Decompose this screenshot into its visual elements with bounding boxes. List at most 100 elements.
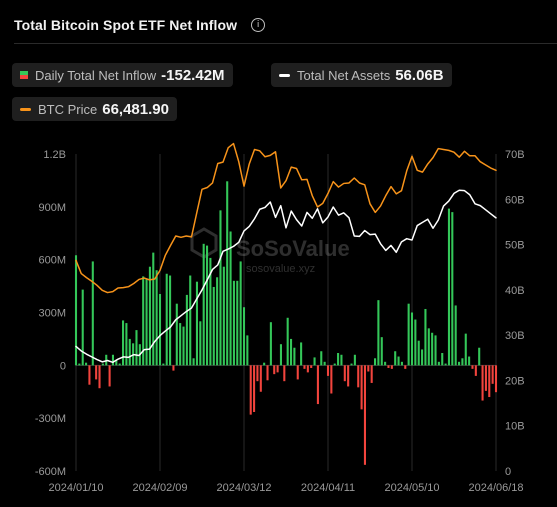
inflow-bar[interactable] xyxy=(313,357,316,366)
inflow-bar[interactable] xyxy=(98,365,101,389)
inflow-bar[interactable] xyxy=(421,349,424,366)
legend-btc-price[interactable]: BTC Price 66,481.90 xyxy=(12,97,177,121)
inflow-bar[interactable] xyxy=(236,280,239,366)
inflow-bar[interactable] xyxy=(347,365,350,387)
inflow-bar[interactable] xyxy=(468,356,471,366)
inflow-bar[interactable] xyxy=(165,273,168,366)
inflow-bar[interactable] xyxy=(78,363,81,366)
inflow-bar[interactable] xyxy=(142,276,145,366)
btc-price-line[interactable] xyxy=(75,142,497,294)
inflow-bar[interactable] xyxy=(179,323,182,366)
inflow-bar[interactable] xyxy=(417,340,420,366)
inflow-bar[interactable] xyxy=(253,365,256,412)
inflow-bar[interactable] xyxy=(155,270,158,366)
inflow-bar[interactable] xyxy=(263,362,266,366)
inflow-bar[interactable] xyxy=(115,360,118,366)
inflow-bar[interactable] xyxy=(488,365,491,398)
inflow-bar[interactable] xyxy=(451,212,454,366)
inflow-bar[interactable] xyxy=(474,365,477,376)
inflow-bar[interactable] xyxy=(464,333,467,366)
inflow-bar[interactable] xyxy=(276,365,279,373)
inflow-bar[interactable] xyxy=(266,365,269,381)
inflow-bar[interactable] xyxy=(337,353,340,366)
inflow-bar[interactable] xyxy=(340,354,343,366)
inflow-bar[interactable] xyxy=(414,319,417,366)
inflow-bar[interactable] xyxy=(360,365,363,410)
total-assets-line[interactable] xyxy=(75,189,497,364)
inflow-bar[interactable] xyxy=(135,330,138,366)
inflow-bar[interactable] xyxy=(390,365,393,369)
inflow-bar[interactable] xyxy=(192,358,195,366)
inflow-bar[interactable] xyxy=(441,353,444,366)
inflow-bar[interactable] xyxy=(189,275,192,366)
inflow-bar[interactable] xyxy=(229,231,232,366)
inflow-bar[interactable] xyxy=(374,358,377,366)
inflow-bar[interactable] xyxy=(410,312,414,366)
inflow-bar[interactable] xyxy=(269,322,272,366)
inflow-bar[interactable] xyxy=(326,365,330,376)
inflow-bar[interactable] xyxy=(404,365,407,369)
inflow-bar[interactable] xyxy=(370,365,373,383)
inflow-bar[interactable] xyxy=(202,243,205,366)
inflow-bar[interactable] xyxy=(286,317,289,366)
inflow-bar[interactable] xyxy=(256,365,259,382)
inflow-bar[interactable] xyxy=(148,266,151,366)
inflow-bar[interactable] xyxy=(185,294,188,366)
inflow-bar[interactable] xyxy=(306,365,309,373)
inflow-bar[interactable] xyxy=(152,252,155,366)
inflow-bar[interactable] xyxy=(74,255,78,366)
inflow-bar[interactable] xyxy=(118,363,121,366)
inflow-bar[interactable] xyxy=(300,342,303,366)
inflow-bar[interactable] xyxy=(222,266,225,366)
inflow-bar[interactable] xyxy=(182,326,185,366)
inflow-bar[interactable] xyxy=(350,363,353,366)
inflow-bar[interactable] xyxy=(108,365,111,387)
inflow-bar[interactable] xyxy=(377,300,380,366)
inflow-bar[interactable] xyxy=(122,320,125,366)
inflow-bar[interactable] xyxy=(333,363,336,366)
inflow-bar[interactable] xyxy=(195,281,198,366)
inflow-bar[interactable] xyxy=(447,208,450,366)
inflow-bar[interactable] xyxy=(394,351,397,366)
inflow-bar[interactable] xyxy=(283,365,286,382)
inflow-bar[interactable] xyxy=(175,303,178,366)
inflow-bar[interactable] xyxy=(320,351,323,366)
inflow-bar[interactable] xyxy=(145,279,148,366)
inflow-bar[interactable] xyxy=(471,365,474,369)
inflow-bar[interactable] xyxy=(162,363,165,366)
inflow-bar[interactable] xyxy=(384,361,387,366)
inflow-bar[interactable] xyxy=(242,307,246,366)
inflow-bar[interactable] xyxy=(219,210,222,366)
inflow-bar[interactable] xyxy=(101,363,104,366)
inflow-bar[interactable] xyxy=(363,365,366,465)
inflow-bar[interactable] xyxy=(226,181,229,366)
inflow-bar[interactable] xyxy=(199,321,202,366)
inflow-bar[interactable] xyxy=(397,356,400,366)
inflow-bar[interactable] xyxy=(434,335,437,366)
inflow-bar[interactable] xyxy=(296,365,299,380)
inflow-bar[interactable] xyxy=(458,361,461,366)
inflow-bar[interactable] xyxy=(111,354,114,366)
inflow-bar[interactable] xyxy=(206,245,209,366)
inflow-bar[interactable] xyxy=(357,365,360,388)
legend-total-assets[interactable]: Total Net Assets 56.06B xyxy=(271,63,452,87)
inflow-bar[interactable] xyxy=(400,361,403,366)
inflow-bar[interactable] xyxy=(212,286,215,366)
inflow-bar[interactable] xyxy=(330,365,333,394)
inflow-bar[interactable] xyxy=(172,365,175,371)
inflow-bar[interactable] xyxy=(249,365,252,415)
inflow-bar[interactable] xyxy=(169,275,172,366)
inflow-bar[interactable] xyxy=(293,347,296,366)
inflow-bar[interactable] xyxy=(380,337,383,366)
inflow-bar[interactable] xyxy=(481,365,484,401)
inflow-bar[interactable] xyxy=(427,328,430,366)
inflow-bar[interactable] xyxy=(316,365,319,405)
inflow-bar[interactable] xyxy=(343,365,346,382)
inflow-bar[interactable] xyxy=(491,365,494,384)
inflow-bar[interactable] xyxy=(273,365,276,375)
inflow-bar[interactable] xyxy=(91,261,94,366)
inflow-bar[interactable] xyxy=(290,338,293,366)
inflow-bar[interactable] xyxy=(158,294,162,366)
inflow-bar[interactable] xyxy=(128,338,131,366)
inflow-bar[interactable] xyxy=(81,289,84,366)
